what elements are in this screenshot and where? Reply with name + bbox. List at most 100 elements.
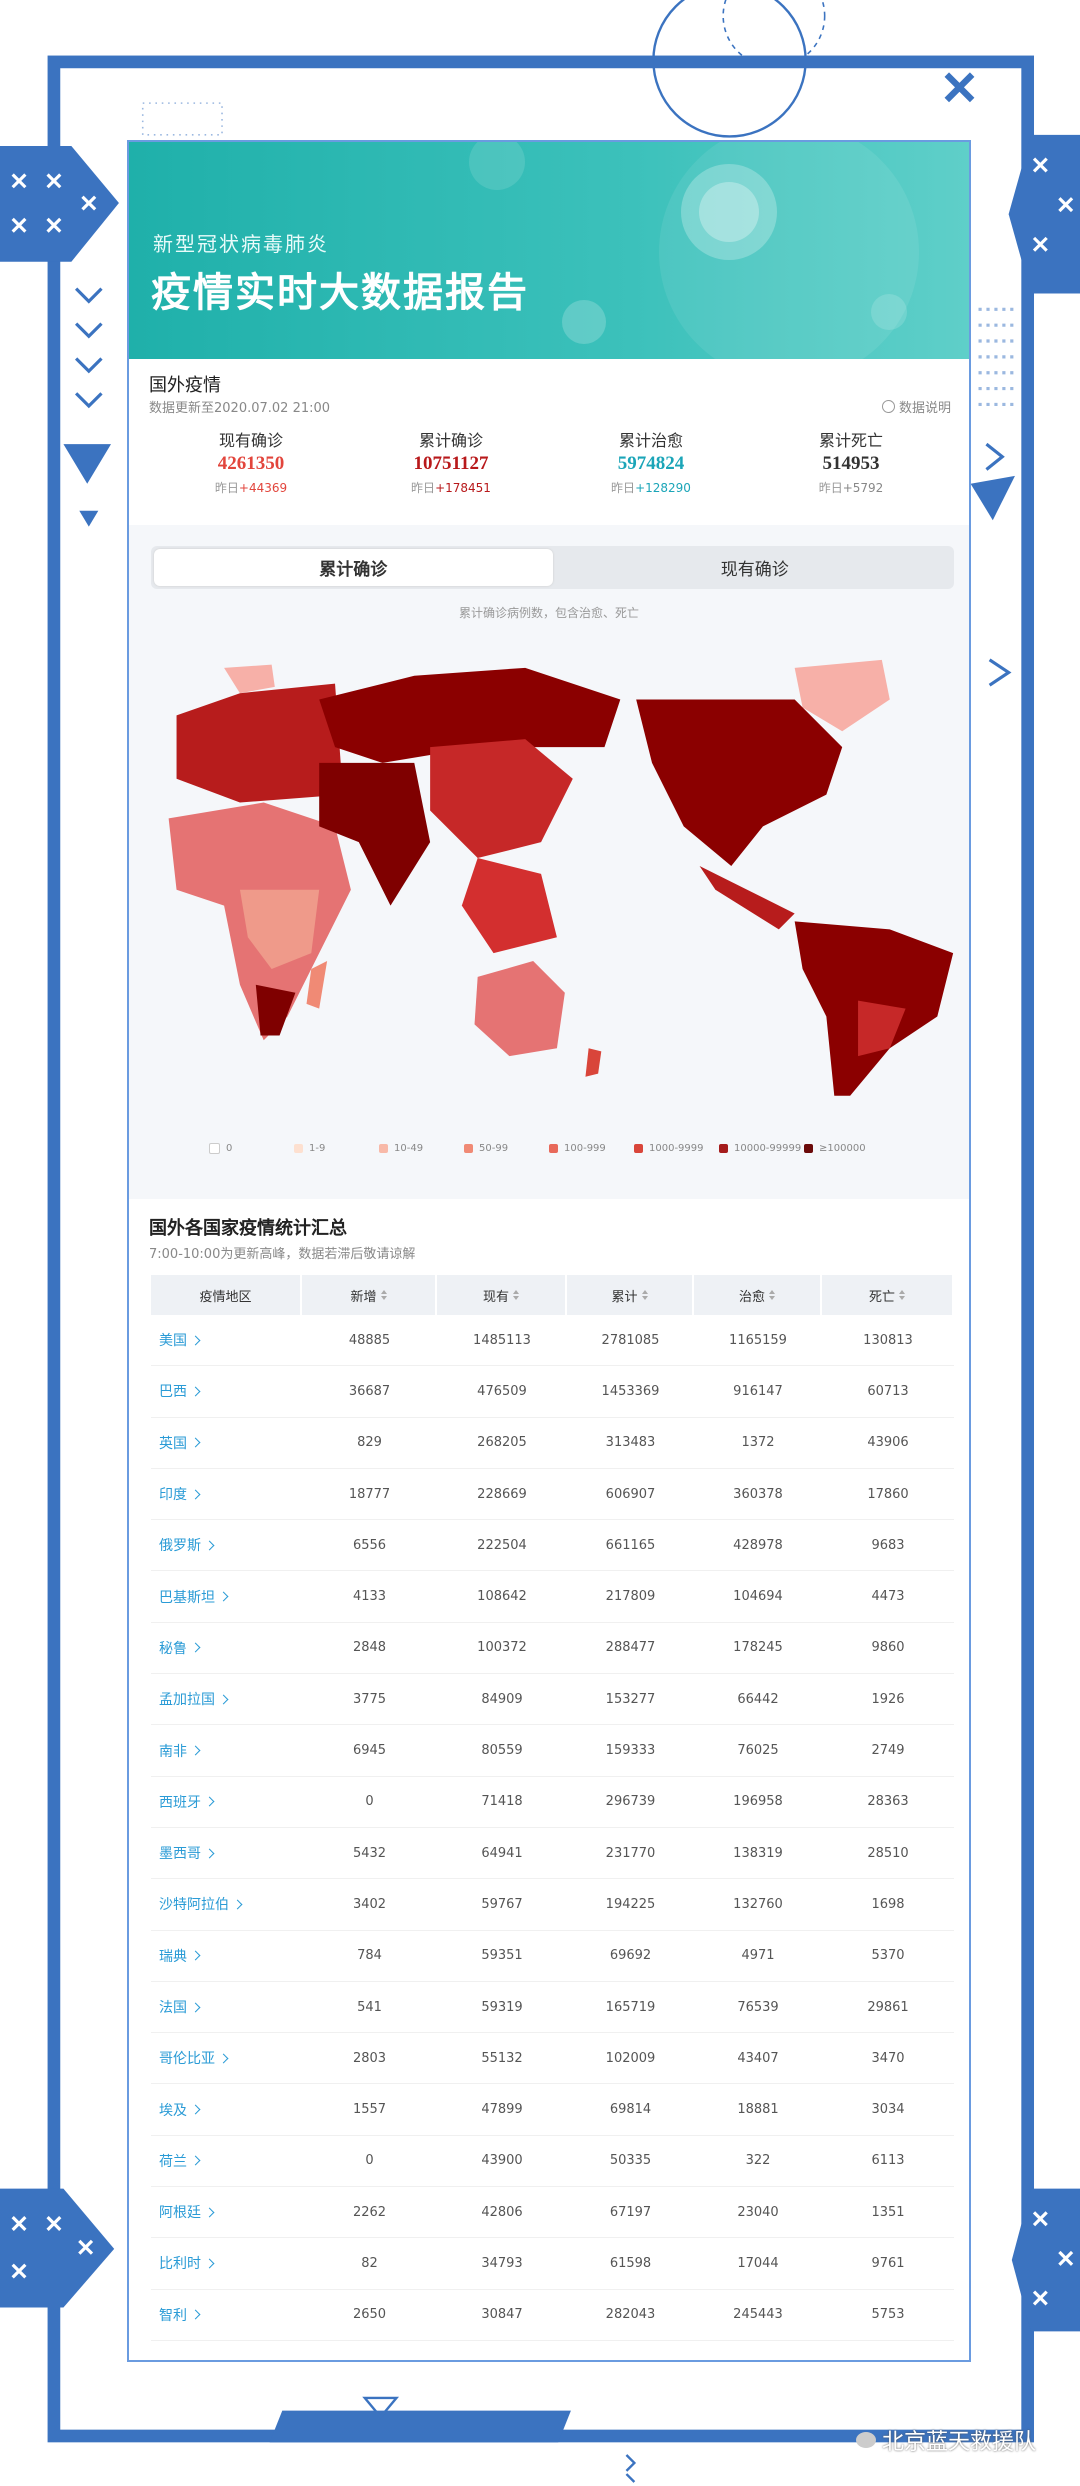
country-link[interactable]: 墨西哥 <box>151 1843 302 1863</box>
country-link[interactable]: 法国 <box>151 1997 302 2017</box>
stats: 现有确诊 4261350 昨日+44369 累计确诊 10751127 昨日+178451… <box>151 427 951 507</box>
country-link[interactable]: 沙特阿拉伯 <box>151 1894 302 1914</box>
table-row: 比利时 82 34793 61598 17044 9761 <box>151 2238 954 2290</box>
sort-down <box>513 1296 519 1300</box>
table-cell: 23040 <box>737 2204 779 2220</box>
country-name[interactable]: 瑞典 <box>159 1948 187 1965</box>
legend-swatch <box>294 1144 303 1153</box>
column-header[interactable]: 现有 <box>437 1275 567 1315</box>
country-link[interactable]: 巴基斯坦 <box>151 1587 302 1607</box>
change-label: 昨日 <box>611 481 636 495</box>
table-cell: 28510 <box>867 1845 909 1861</box>
stat: 现有确诊 4261350 昨日+44369 <box>151 427 351 507</box>
chevron <box>204 2207 215 2218</box>
table-cell: 159333 <box>605 1743 656 1759</box>
table-cell: 47899 <box>481 2102 523 2118</box>
country-link[interactable]: 埃及 <box>151 2100 302 2120</box>
table-cell: 9860 <box>871 1640 905 1656</box>
table-cell: 222504 <box>477 1537 527 1553</box>
column-header[interactable]: 累计 <box>567 1275 694 1315</box>
country-name[interactable]: 沙特阿拉伯 <box>159 1897 229 1914</box>
country-name[interactable]: 南非 <box>159 1743 187 1760</box>
column-label: 累计 <box>611 1289 638 1305</box>
table-cell: 6556 <box>352 1537 387 1553</box>
country-name[interactable]: 埃及 <box>159 2102 187 2119</box>
table-cell: 18881 <box>737 2102 779 2118</box>
watermark-text: 北京蓝天救援队 <box>882 2430 1037 2455</box>
stat-change: 昨日+5792 <box>751 479 951 496</box>
country-link[interactable]: 瑞典 <box>151 1946 302 1966</box>
country-link[interactable]: 孟加拉国 <box>151 1689 302 1709</box>
country-link[interactable]: 荷兰 <box>151 2151 302 2171</box>
country-link[interactable]: 巴西 <box>151 1381 302 1401</box>
tab[interactable]: 现有确诊 <box>720 560 789 580</box>
stat-change: 昨日+44369 <box>151 479 351 496</box>
legend-item: 1-9 <box>294 1143 379 1154</box>
country-name[interactable]: 法国 <box>159 2000 187 2016</box>
country-link[interactable]: 哥伦比亚 <box>151 2048 302 2068</box>
table-cell: 1485113 <box>473 1332 531 1348</box>
country-link[interactable]: 智利 <box>151 2305 302 2325</box>
table-cell: 43407 <box>737 2050 779 2066</box>
table-cell: 42806 <box>481 2204 523 2220</box>
country-name[interactable]: 智利 <box>159 2307 187 2324</box>
country-name[interactable]: 荷兰 <box>159 2153 187 2170</box>
country-name[interactable]: 西班牙 <box>159 1794 201 1811</box>
legend-label: 0 <box>226 1143 233 1154</box>
table-cell: 1165159 <box>729 1332 787 1348</box>
legend-item: 1000-9999 <box>634 1143 719 1154</box>
change-value: +178451 <box>435 481 491 495</box>
country-name[interactable]: 阿根廷 <box>159 2205 201 2222</box>
country-name[interactable]: 美国 <box>159 1333 187 1350</box>
country-link[interactable]: 南非 <box>151 1741 302 1761</box>
table-cell: 76025 <box>737 1743 779 1759</box>
country-name[interactable]: 秘鲁 <box>159 1640 187 1657</box>
table-cell: 3470 <box>871 2050 905 2066</box>
table-cell: 138319 <box>733 1845 783 1861</box>
country-link[interactable]: 比利时 <box>151 2253 302 2273</box>
table-row: 秘鲁 2848 100372 288477 178245 9860 <box>151 1623 954 1675</box>
stat-label: 累计治愈 <box>618 431 683 450</box>
table-cell: 1557 <box>352 2102 387 2118</box>
chevron <box>204 1540 215 1551</box>
chevron <box>218 2053 229 2064</box>
stat-change: 昨日+128290 <box>551 479 751 496</box>
country-name[interactable]: 印度 <box>159 1487 187 1504</box>
table-row: 荷兰 0 43900 50335 322 6113 <box>151 2136 954 2188</box>
table-cell: 6113 <box>871 2153 905 2169</box>
country-link[interactable]: 美国 <box>151 1330 302 1350</box>
country-name[interactable]: 比利时 <box>159 2256 201 2273</box>
tab[interactable]: 累计确诊 <box>154 549 553 586</box>
note-text[interactable]: 数据说明 <box>898 401 951 416</box>
country-name[interactable]: 巴基斯坦 <box>159 1589 215 1606</box>
country-link[interactable]: 秘鲁 <box>151 1638 302 1658</box>
sort-icon <box>899 1290 905 1300</box>
country-link[interactable]: 俄罗斯 <box>151 1535 302 1555</box>
sort-down <box>899 1296 905 1300</box>
column-header[interactable]: 新增 <box>302 1275 437 1315</box>
table-cell: 4473 <box>871 1589 905 1605</box>
table-cell: 5432 <box>352 1845 387 1861</box>
table-cell: 59351 <box>481 1948 523 1964</box>
banner: 新型冠状病毒肺炎 疫情实时大数据报告 <box>129 142 969 359</box>
stat-label: 累计死亡 <box>818 431 883 450</box>
country-name[interactable]: 哥伦比亚 <box>159 2051 215 2068</box>
table-cell: 1453369 <box>601 1383 660 1399</box>
legend-swatch <box>719 1144 728 1153</box>
country-link[interactable]: 西班牙 <box>151 1792 302 1812</box>
column-header[interactable]: 治愈 <box>694 1275 822 1315</box>
country-name[interactable]: 墨西哥 <box>159 1846 201 1863</box>
country-link[interactable]: 印度 <box>151 1484 302 1504</box>
table-cell: 288477 <box>605 1640 656 1656</box>
country-name[interactable]: 巴西 <box>159 1384 187 1401</box>
country-link[interactable]: 阿根廷 <box>151 2202 302 2222</box>
column-header[interactable]: 死亡 <box>822 1275 954 1315</box>
table-row: 智利 2650 30847 282043 245443 5753 <box>151 2290 954 2341</box>
country-name[interactable]: 俄罗斯 <box>159 1538 201 1555</box>
country-name[interactable]: 英国 <box>159 1435 187 1452</box>
table-row: 孟加拉国 3775 84909 153277 66442 1926 <box>151 1674 954 1726</box>
data-note[interactable]: 数据说明 <box>881 397 951 416</box>
country-link[interactable]: 英国 <box>151 1433 302 1453</box>
table-cell: 1372 <box>741 1435 775 1451</box>
country-name[interactable]: 孟加拉国 <box>159 1692 215 1709</box>
